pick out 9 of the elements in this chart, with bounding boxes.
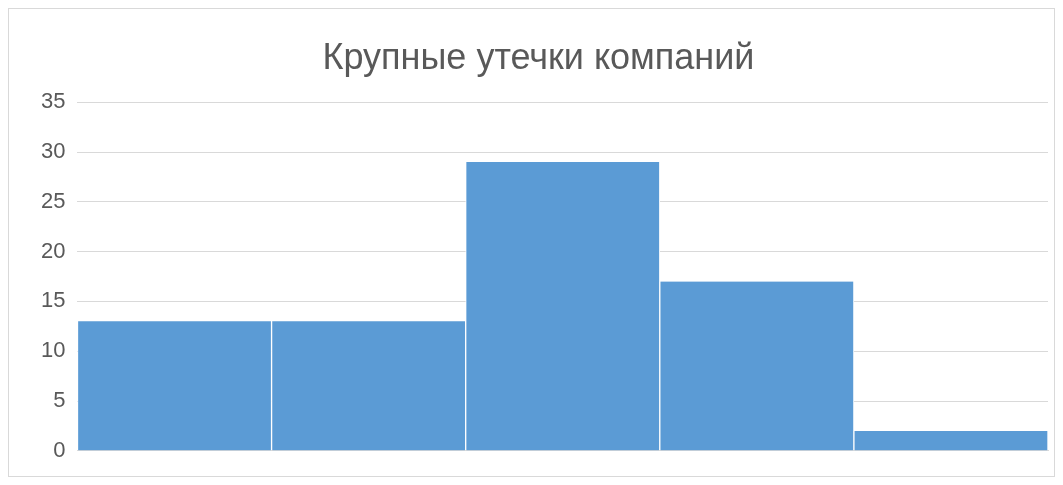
y-tick-label: 10 — [40, 337, 66, 363]
y-tick-label: 0 — [53, 436, 66, 462]
y-tick-label: 25 — [40, 187, 66, 213]
y-tick-label: 5 — [53, 387, 66, 413]
y-tick-label: 15 — [40, 287, 66, 313]
y-tick-label: 20 — [40, 237, 66, 263]
y-tick-label: 30 — [40, 138, 66, 164]
y-tick-label: 35 — [40, 88, 66, 114]
chart-title: Крупные утечки компаний — [322, 35, 755, 77]
